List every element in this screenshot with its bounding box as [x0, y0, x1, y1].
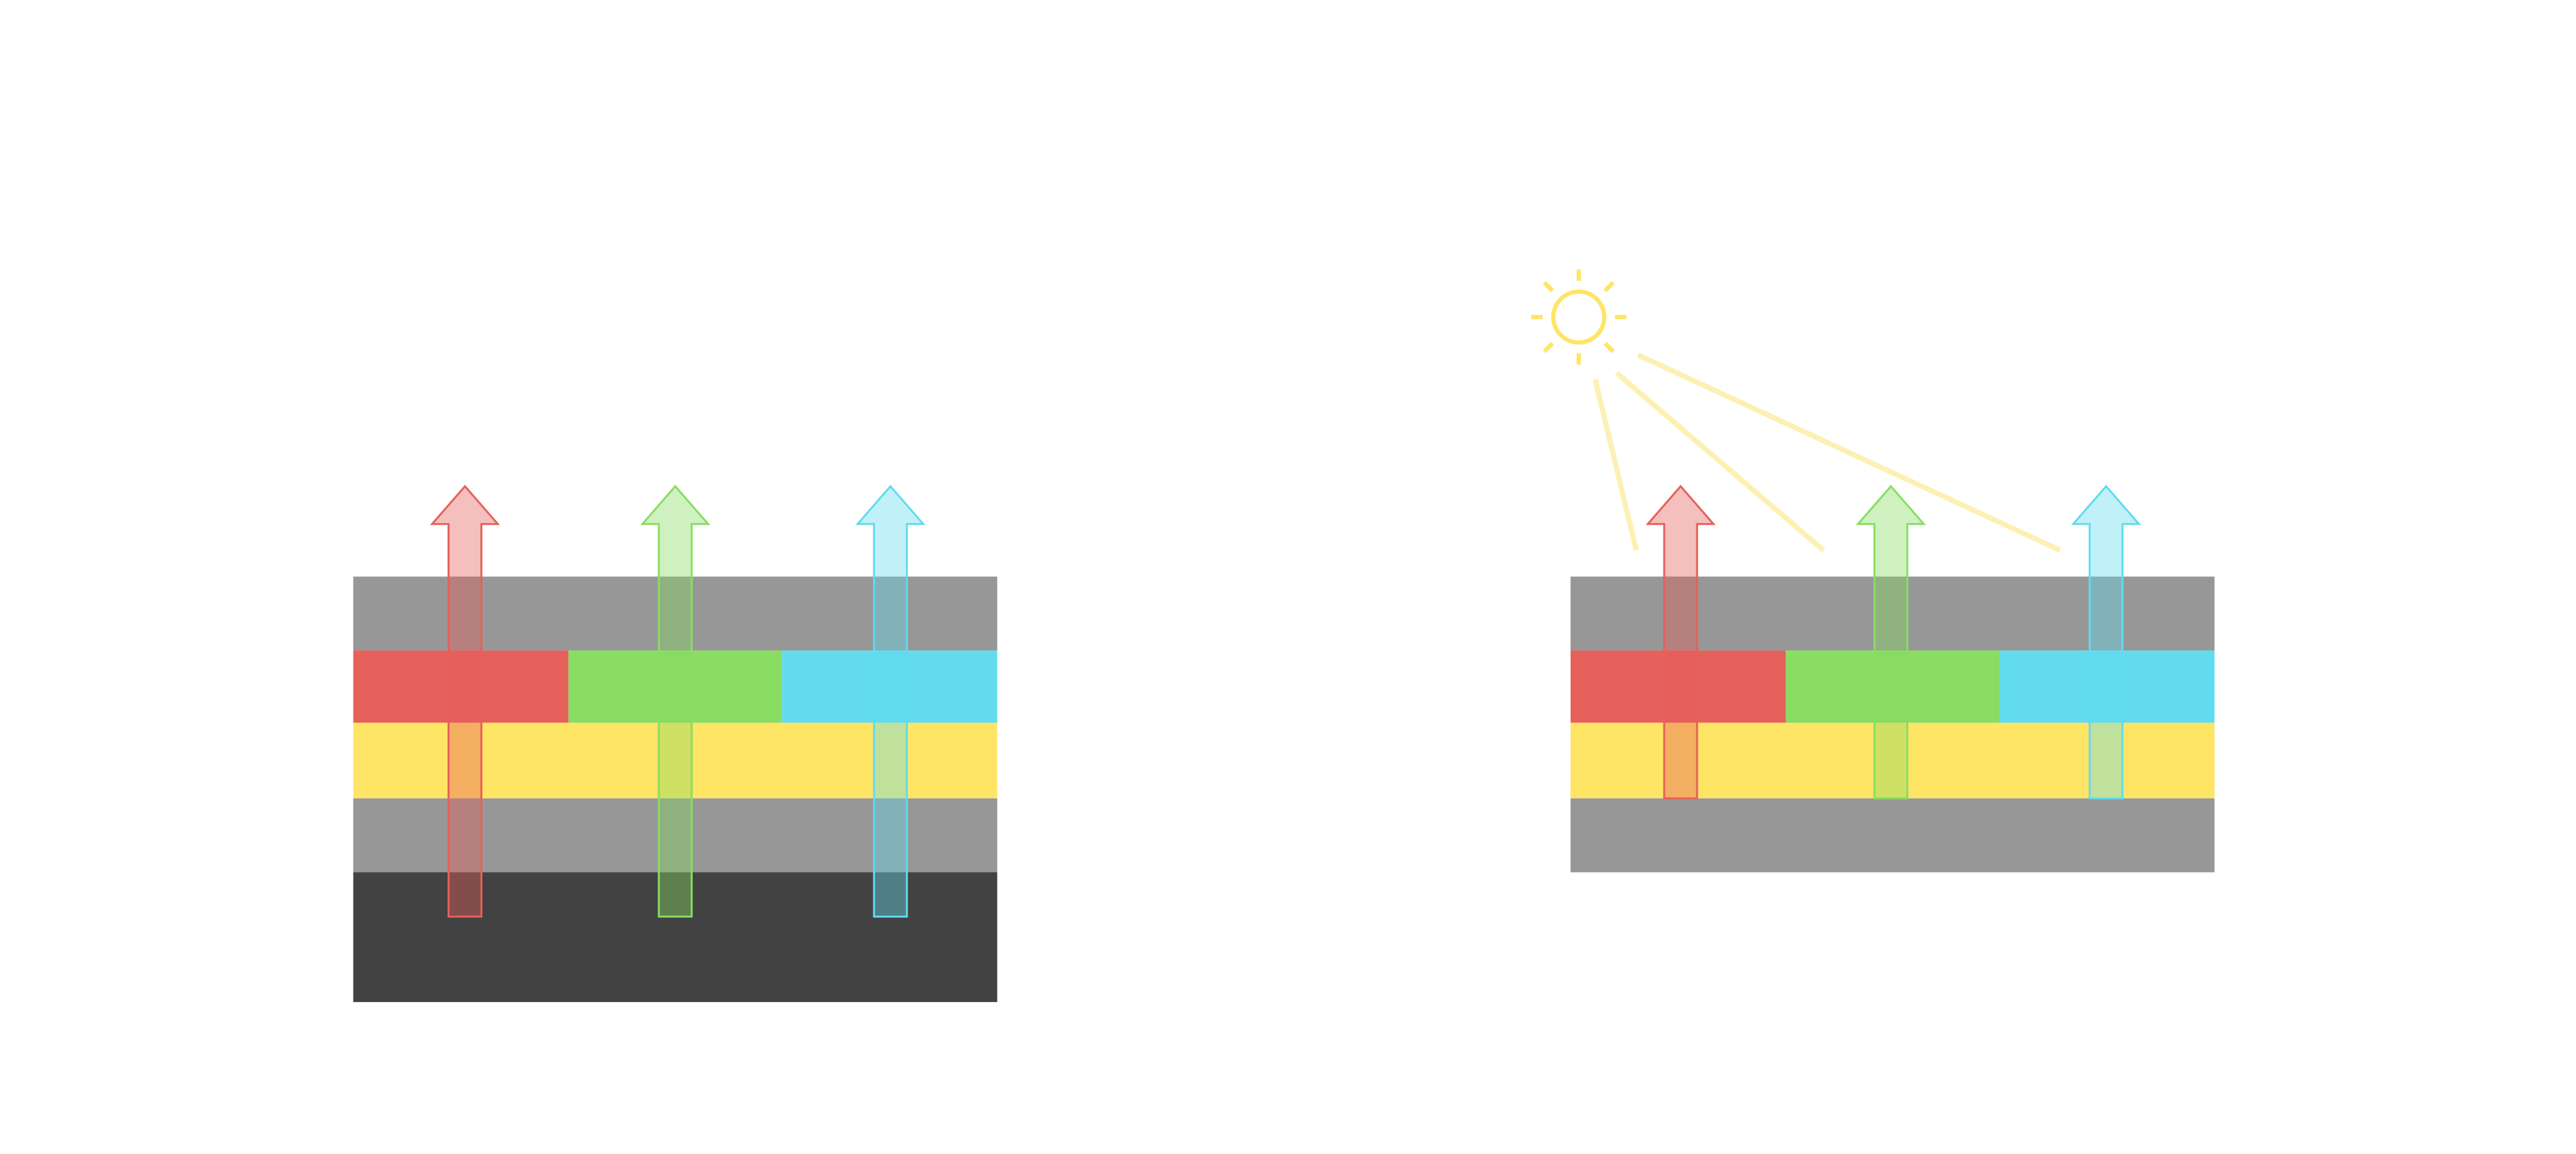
- left-red-arrow-icon: [430, 484, 500, 918]
- right-arrows: [1645, 484, 2141, 800]
- right-layer-stack: [1570, 576, 2215, 873]
- left-cyan-arrow-icon: [855, 484, 926, 918]
- left-top-gray-layer: [353, 576, 998, 651]
- left-green-filter: [568, 650, 782, 723]
- left-bottom-gray-layer: [353, 798, 998, 873]
- right-red-filter: [1570, 650, 1786, 723]
- sun-ray: [1593, 379, 1639, 551]
- sun-icon: [1531, 269, 1627, 365]
- left-yellow-layer: [353, 723, 998, 799]
- sun-ray: [1615, 370, 1826, 553]
- left-layer-stack: [353, 576, 998, 1003]
- left-arrows: [430, 484, 926, 918]
- left-red-filter: [353, 650, 569, 723]
- right-yellow-layer: [1570, 723, 2215, 799]
- left-cyan-filter: [782, 650, 998, 723]
- sun-rays: [1593, 352, 2061, 553]
- right-green-arrow-icon: [1855, 484, 1926, 800]
- left-green-arrow-icon: [640, 484, 710, 918]
- right-bottom-gray-layer: [1570, 798, 2215, 873]
- left-dark-layer: [353, 872, 998, 1003]
- right-green-filter: [1785, 650, 2000, 723]
- right-top-gray-layer: [1570, 576, 2215, 651]
- right-cyan-arrow-icon: [2070, 484, 2141, 800]
- sun-ray: [1636, 352, 2061, 553]
- right-cyan-filter: [1999, 650, 2215, 723]
- right-red-arrow-icon: [1645, 484, 1716, 800]
